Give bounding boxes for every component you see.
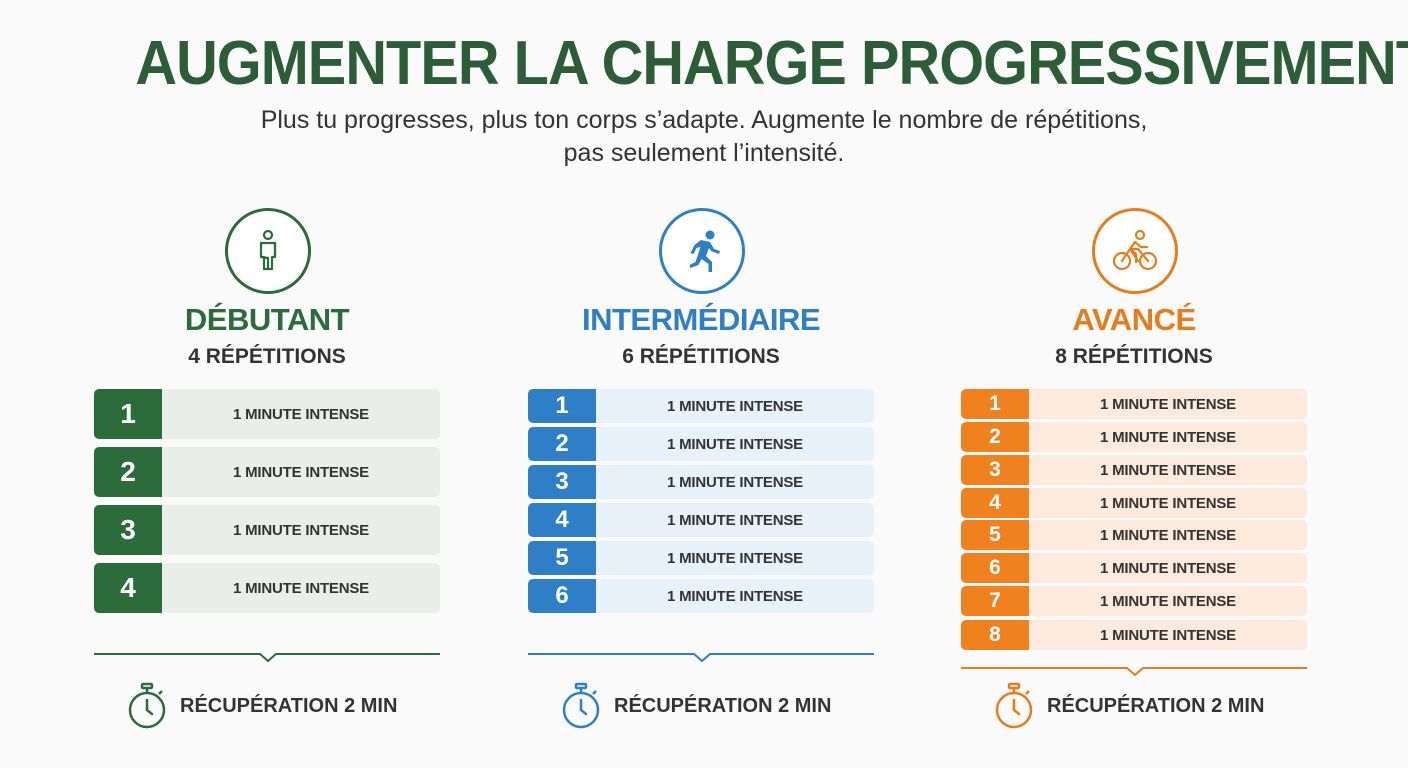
rep-number: 6 (528, 579, 596, 613)
level-card-avance: AVANCÉ 8 RÉPÉTITIONS 1 1 MINUTE INTENSE … (961, 208, 1307, 748)
rep-label: 1 MINUTE INTENSE (1029, 553, 1307, 583)
section-divider (94, 653, 440, 662)
recovery-label: RÉCUPÉRATION 2 MIN (614, 694, 832, 717)
level-card-intermediaire: INTERMÉDIAIRE 6 RÉPÉTITIONS 1 1 MINUTE I… (528, 208, 874, 748)
rep-row: 1 1 MINUTE INTENSE (528, 389, 874, 423)
rep-row: 1 1 MINUTE INTENSE (94, 389, 440, 439)
level-card-debutant: DÉBUTANT 4 RÉPÉTITIONS 1 1 MINUTE INTENS… (94, 208, 440, 748)
standing-person-icon (225, 208, 311, 294)
rep-number: 2 (94, 447, 162, 497)
recovery-info: RÉCUPÉRATION 2 MIN (558, 682, 831, 730)
rep-label: 1 MINUTE INTENSE (596, 465, 874, 499)
rep-label: 1 MINUTE INTENSE (596, 389, 874, 423)
rep-row: 8 1 MINUTE INTENSE (961, 620, 1307, 650)
rep-number: 5 (528, 541, 596, 575)
running-person-icon (659, 208, 745, 294)
rep-row: 7 1 MINUTE INTENSE (961, 586, 1307, 616)
page-subtitle: Plus tu progresses, plus ton corps s’ada… (0, 104, 1408, 170)
rep-number: 7 (961, 586, 1029, 616)
rep-number: 3 (528, 465, 596, 499)
rep-number: 4 (961, 488, 1029, 518)
rep-label: 1 MINUTE INTENSE (596, 579, 874, 613)
level-name: DÉBUTANT (184, 302, 350, 337)
rep-row: 2 1 MINUTE INTENSE (961, 422, 1307, 452)
rep-row: 6 1 MINUTE INTENSE (528, 579, 874, 613)
rep-label: 1 MINUTE INTENSE (1029, 422, 1307, 452)
rep-row: 3 1 MINUTE INTENSE (94, 505, 440, 555)
recovery-info: RÉCUPÉRATION 2 MIN (991, 682, 1264, 730)
rep-label: 1 MINUTE INTENSE (162, 447, 440, 497)
rep-label: 1 MINUTE INTENSE (1029, 488, 1307, 518)
rep-number: 6 (961, 553, 1029, 583)
rep-label: 1 MINUTE INTENSE (596, 541, 874, 575)
recovery-label: RÉCUPÉRATION 2 MIN (1047, 694, 1265, 717)
rep-label: 1 MINUTE INTENSE (596, 427, 874, 461)
rep-number: 1 (528, 389, 596, 423)
rep-label: 1 MINUTE INTENSE (1029, 620, 1307, 650)
rep-label: 1 MINUTE INTENSE (1029, 455, 1307, 485)
rep-row: 2 1 MINUTE INTENSE (528, 427, 874, 461)
rep-row: 4 1 MINUTE INTENSE (961, 488, 1307, 518)
level-reps: 4 RÉPÉTITIONS (188, 345, 346, 368)
recovery-info: RÉCUPÉRATION 2 MIN (124, 682, 397, 730)
rep-label: 1 MINUTE INTENSE (1029, 389, 1307, 419)
rep-row: 3 1 MINUTE INTENSE (528, 465, 874, 499)
subtitle-line-1: Plus tu progresses, plus ton corps s’ada… (260, 106, 1148, 134)
level-name: AVANCÉ (1072, 302, 1196, 337)
rep-number: 4 (94, 563, 162, 613)
rep-number: 8 (961, 620, 1029, 650)
rep-row: 4 1 MINUTE INTENSE (528, 503, 874, 537)
cyclist-icon (1092, 208, 1178, 294)
rep-row: 5 1 MINUTE INTENSE (961, 520, 1307, 550)
rep-label: 1 MINUTE INTENSE (596, 503, 874, 537)
level-reps: 8 RÉPÉTITIONS (1055, 345, 1213, 368)
rep-row: 4 1 MINUTE INTENSE (94, 563, 440, 613)
section-divider (528, 653, 874, 662)
rep-row: 1 1 MINUTE INTENSE (961, 389, 1307, 419)
stopwatch-icon (995, 682, 1033, 729)
rep-label: 1 MINUTE INTENSE (162, 563, 440, 613)
rep-number: 4 (528, 503, 596, 537)
rep-label: 1 MINUTE INTENSE (162, 389, 440, 439)
stopwatch-icon (562, 682, 600, 729)
subtitle-line-2: pas seulement l’intensité. (563, 139, 845, 167)
rep-label: 1 MINUTE INTENSE (1029, 520, 1307, 550)
rep-row: 3 1 MINUTE INTENSE (961, 455, 1307, 485)
level-reps: 6 RÉPÉTITIONS (622, 345, 780, 368)
rep-number: 3 (961, 455, 1029, 485)
rep-row: 2 1 MINUTE INTENSE (94, 447, 440, 497)
rep-number: 1 (961, 389, 1029, 419)
rep-row: 6 1 MINUTE INTENSE (961, 553, 1307, 583)
rep-row: 5 1 MINUTE INTENSE (528, 541, 874, 575)
rep-number: 5 (961, 520, 1029, 550)
section-divider (961, 667, 1307, 676)
rep-label: 1 MINUTE INTENSE (162, 505, 440, 555)
rep-number: 1 (94, 389, 162, 439)
page-title: AUGMENTER LA CHARGE PROGRESSIVEMENT (135, 29, 1408, 98)
rep-number: 2 (961, 422, 1029, 452)
stopwatch-icon (128, 682, 166, 729)
level-name: INTERMÉDIAIRE (581, 302, 821, 337)
rep-label: 1 MINUTE INTENSE (1029, 586, 1307, 616)
rep-number: 3 (94, 505, 162, 555)
rep-number: 2 (528, 427, 596, 461)
recovery-label: RÉCUPÉRATION 2 MIN (180, 694, 398, 717)
